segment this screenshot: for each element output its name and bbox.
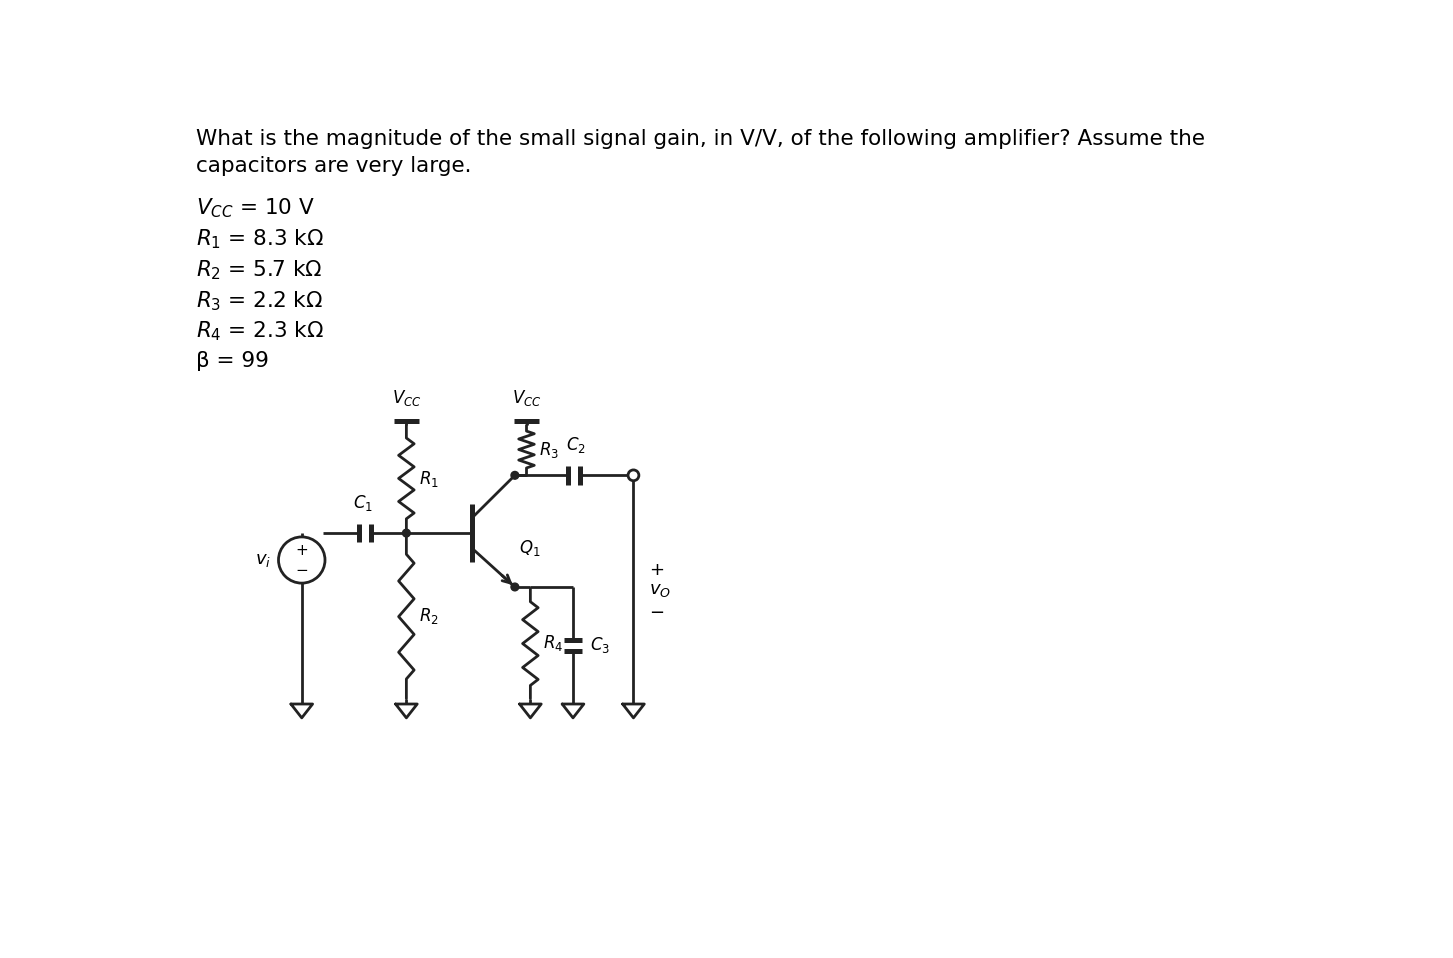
Circle shape: [402, 529, 410, 536]
Text: $R_4$ = 2.3 kΩ: $R_4$ = 2.3 kΩ: [196, 320, 324, 343]
Circle shape: [628, 470, 639, 481]
Text: $R_2$: $R_2$: [418, 605, 439, 626]
Text: −: −: [295, 562, 308, 578]
Text: $R_2$ = 5.7 kΩ: $R_2$ = 5.7 kΩ: [196, 258, 323, 282]
Text: $V_{CC}$: $V_{CC}$: [511, 388, 542, 407]
Text: $C_2$: $C_2$: [565, 435, 586, 455]
Text: −: −: [649, 604, 664, 622]
Text: $Q_1$: $Q_1$: [519, 538, 541, 559]
Text: $C_1$: $C_1$: [353, 493, 373, 513]
Text: $v_i$: $v_i$: [254, 551, 270, 569]
Text: $R_3$ = 2.2 kΩ: $R_3$ = 2.2 kΩ: [196, 289, 323, 312]
Text: $R_1$ = 8.3 kΩ: $R_1$ = 8.3 kΩ: [196, 227, 324, 251]
Text: $C_3$: $C_3$: [590, 635, 610, 655]
Text: $V_{CC}$: $V_{CC}$: [392, 388, 421, 407]
Circle shape: [511, 471, 519, 479]
Text: capacitors are very large.: capacitors are very large.: [196, 156, 471, 175]
Text: What is the magnitude of the small signal gain, in V/V, of the following amplifi: What is the magnitude of the small signa…: [196, 128, 1205, 148]
Text: $R_3$: $R_3$: [539, 441, 559, 460]
Text: $V_{CC}$ = 10 V: $V_{CC}$ = 10 V: [196, 196, 314, 220]
Text: +: +: [649, 561, 664, 580]
Text: +: +: [295, 542, 308, 558]
Text: $v_O$: $v_O$: [649, 581, 671, 599]
Circle shape: [511, 583, 519, 591]
Text: $R_1$: $R_1$: [418, 469, 439, 490]
Text: $R_4$: $R_4$: [543, 633, 562, 652]
Text: β = 99: β = 99: [196, 351, 269, 371]
